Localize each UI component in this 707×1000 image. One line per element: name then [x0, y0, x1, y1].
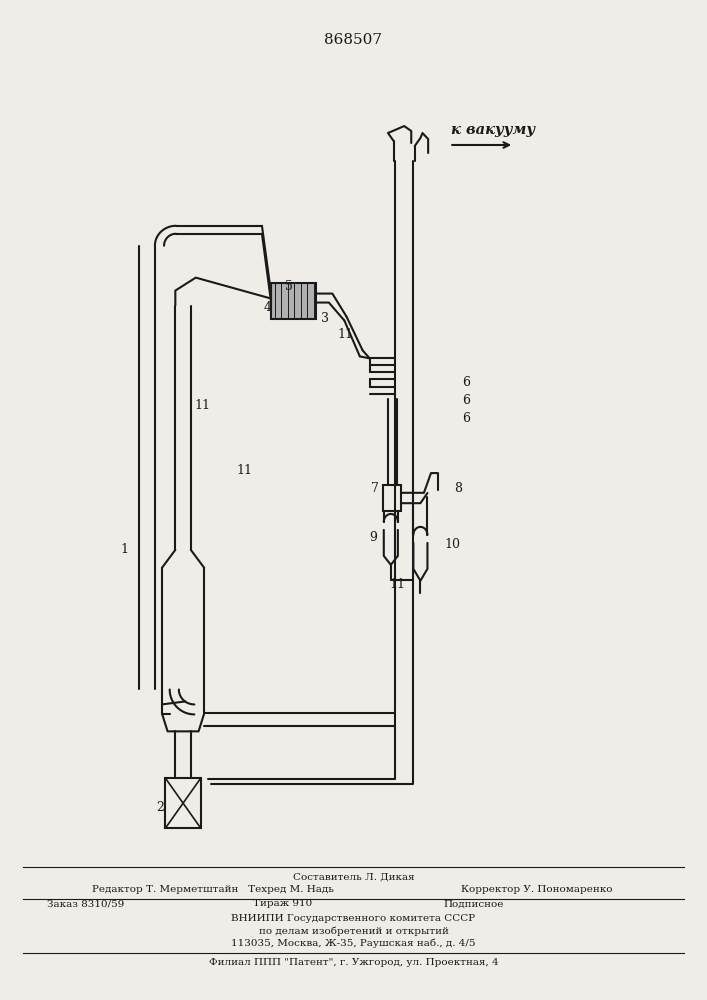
Bar: [271, 283, 316, 319]
Text: 868507: 868507: [325, 33, 382, 47]
Text: 11: 11: [194, 399, 210, 412]
Text: Составитель Л. Дикая: Составитель Л. Дикая: [293, 872, 414, 881]
Text: Тираж 910: Тираж 910: [253, 899, 312, 908]
Text: Филиал ППП "Патент", г. Ужгород, ул. Проектная, 4: Филиал ППП "Патент", г. Ужгород, ул. Про…: [209, 958, 498, 967]
Text: 6: 6: [462, 412, 470, 425]
Text: 6: 6: [462, 394, 470, 407]
Text: 11: 11: [337, 328, 353, 341]
Text: 4: 4: [264, 301, 271, 314]
Text: Заказ 8310/59: Заказ 8310/59: [47, 899, 124, 908]
Text: 3: 3: [321, 312, 329, 325]
Text: 11: 11: [236, 464, 252, 477]
Bar: [165, 778, 201, 828]
Text: ВНИИПИ Государственного комитета СССР: ВНИИПИ Государственного комитета СССР: [231, 914, 476, 923]
Bar: [383, 485, 402, 511]
Text: 10: 10: [444, 538, 460, 551]
Text: 2: 2: [156, 801, 164, 814]
Text: 6: 6: [462, 376, 470, 389]
Text: 1: 1: [121, 543, 129, 556]
Text: 11: 11: [389, 578, 405, 591]
Text: Редактор Т. Мерметштайн   Техред М. Надь: Редактор Т. Мерметштайн Техред М. Надь: [92, 885, 334, 894]
Text: Корректор У. Пономаренко: Корректор У. Пономаренко: [461, 885, 612, 894]
Text: по делам изобретений и открытий: по делам изобретений и открытий: [259, 926, 448, 936]
Text: 7: 7: [370, 482, 378, 495]
Text: 9: 9: [369, 531, 377, 544]
Text: 5: 5: [285, 280, 293, 293]
Text: Подписное: Подписное: [443, 899, 503, 908]
Text: 8: 8: [454, 482, 462, 495]
Text: к вакууму: к вакууму: [450, 123, 534, 137]
Text: 113035, Москва, Ж-35, Раушская наб., д. 4/5: 113035, Москва, Ж-35, Раушская наб., д. …: [231, 938, 476, 948]
